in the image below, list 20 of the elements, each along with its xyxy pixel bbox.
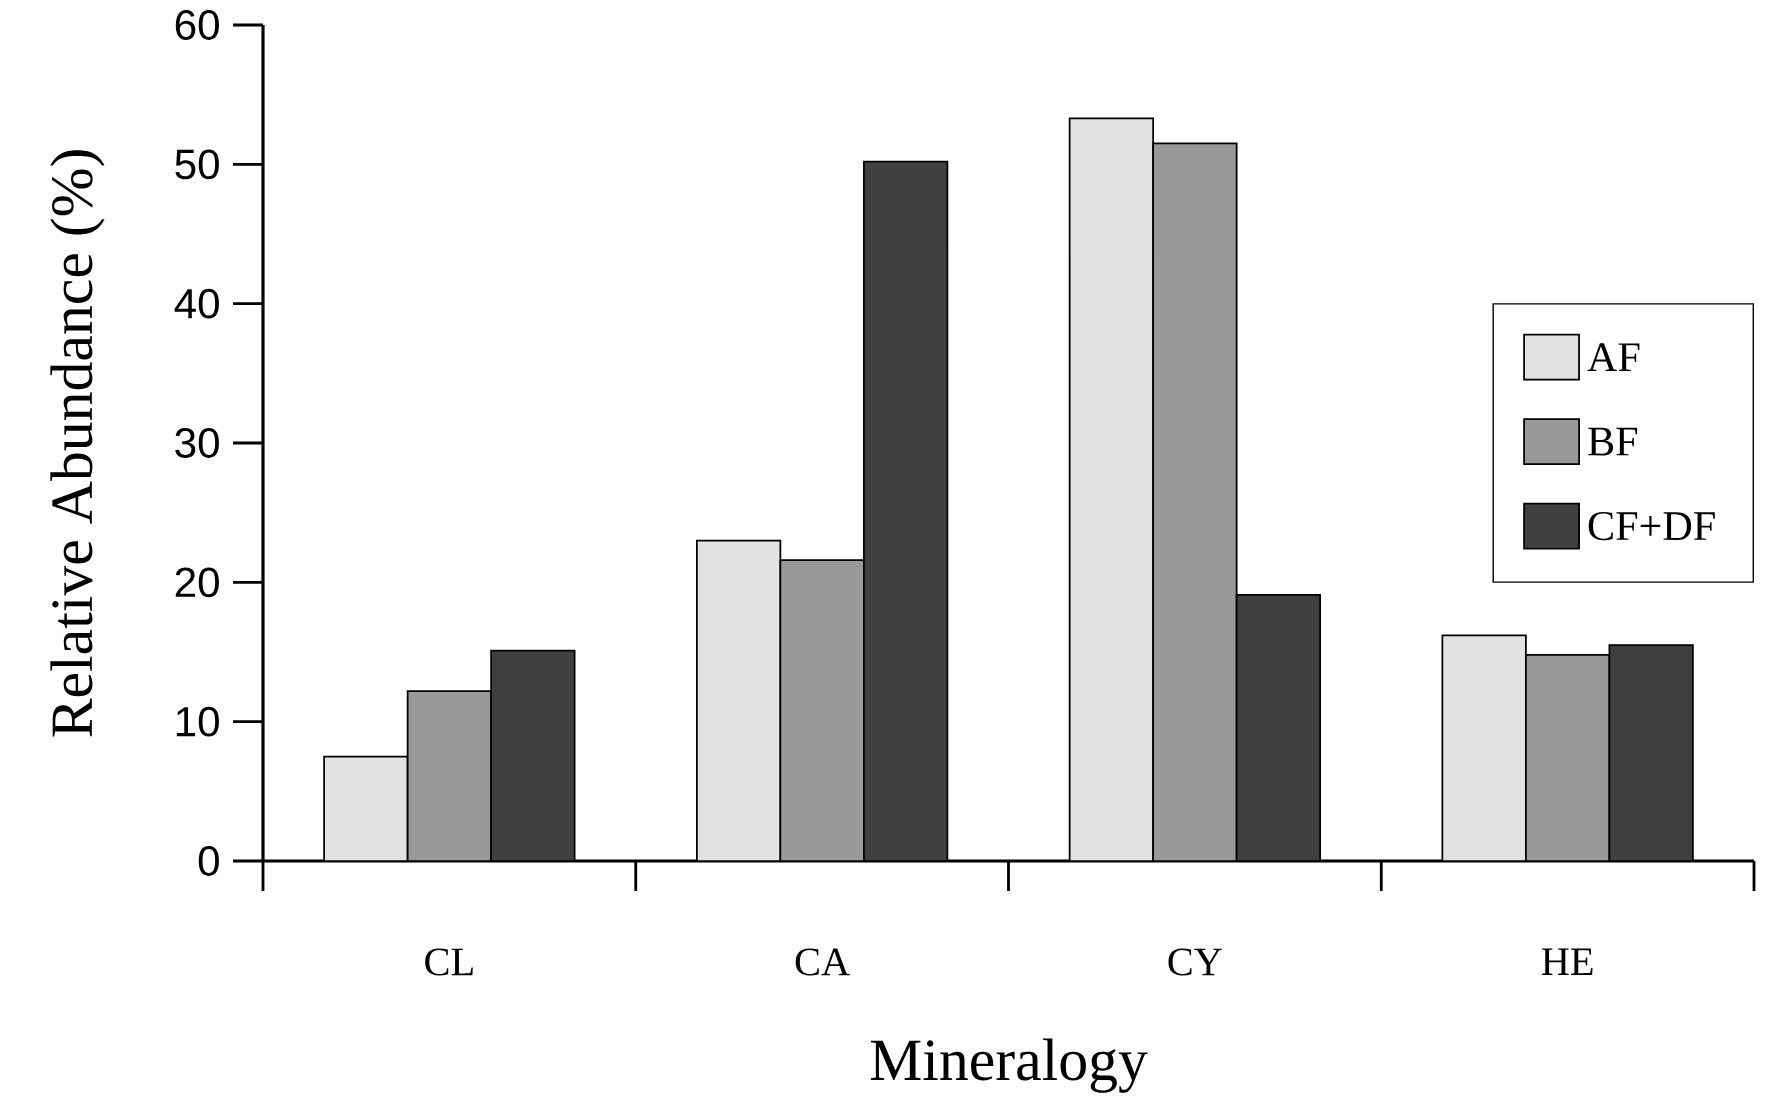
bar xyxy=(1608,644,1694,862)
legend-label: BF xyxy=(1588,427,1638,456)
y-tick-label: 30 xyxy=(175,428,219,458)
legend-label: CF+DF xyxy=(1588,511,1715,541)
x-tick-label: CA xyxy=(795,948,850,976)
x-tick-label: CL xyxy=(425,948,473,976)
y-tick-label: 10 xyxy=(176,706,219,737)
x-tick-label: CY xyxy=(1168,948,1222,976)
legend-label: AF xyxy=(1587,343,1640,372)
y-tick-label: 0 xyxy=(198,846,219,876)
y-axis-title: Relative Abundance (%) xyxy=(50,150,105,737)
y-tick-label: 60 xyxy=(175,10,219,40)
bar xyxy=(863,160,949,862)
x-axis-title: Mineralogy xyxy=(870,1038,1148,1093)
bar xyxy=(490,649,576,862)
x-tick-label: HE xyxy=(1541,948,1593,975)
y-tick-label: 40 xyxy=(174,288,219,319)
bar xyxy=(1235,594,1322,862)
y-tick-label: 20 xyxy=(175,567,219,598)
y-tick-label: 50 xyxy=(175,149,219,180)
